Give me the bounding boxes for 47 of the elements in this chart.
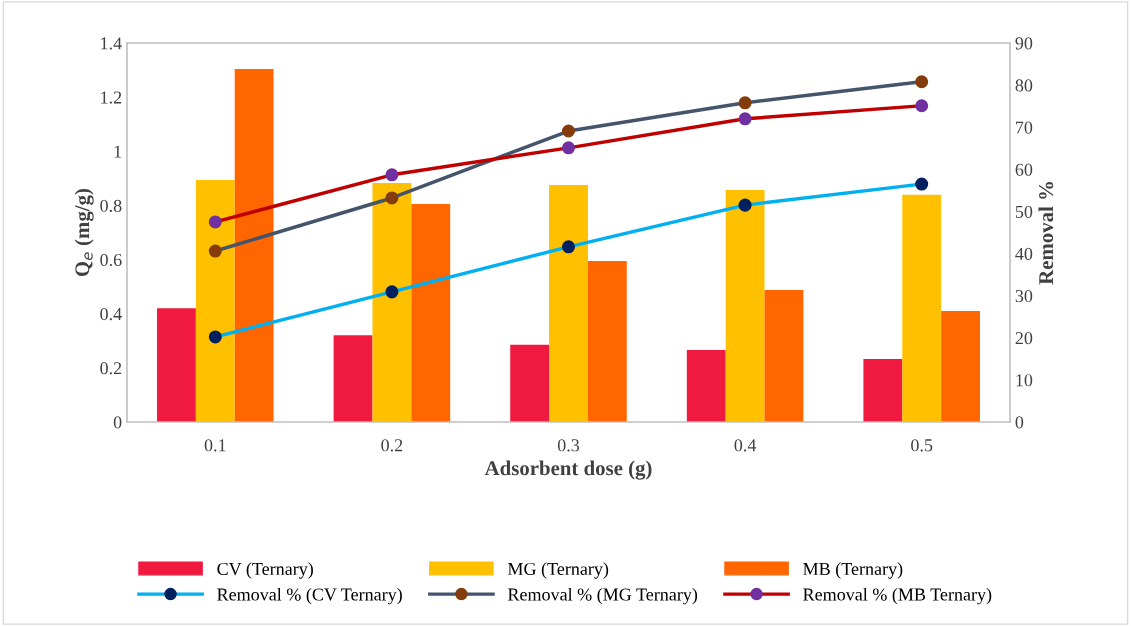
y2-tick-label: 50 [1015, 205, 1033, 218]
y-tick-label: 0.4 [100, 307, 122, 321]
legend-label: Removal % (MB Ternary) [803, 587, 992, 605]
y2-tick-label: 80 [1015, 79, 1033, 92]
bar [587, 260, 627, 422]
bar [333, 335, 373, 422]
bar [863, 358, 903, 422]
y2-tick-label: 20 [1015, 332, 1033, 345]
y-tick-label: 0 [113, 416, 122, 429]
y-axis-title: Q$_{e}$ (mg/g) [74, 188, 94, 277]
y-tick-label: 1 [114, 145, 122, 158]
x-tick-label: 0.1 [204, 439, 226, 452]
bar [941, 311, 980, 422]
legend-label: Removal % (MG Ternary) [507, 587, 698, 605]
bar [902, 194, 942, 422]
y-tick-label: 1.4 [101, 37, 122, 50]
legend-label: Removal % (CV Ternary) [217, 587, 402, 605]
x-tick-label: 0.2 [381, 439, 403, 452]
y-tick-label: 1.2 [101, 91, 122, 104]
x-tick-label: 0.5 [911, 439, 933, 452]
bar [510, 344, 550, 422]
y2-tick-label: 40 [1015, 247, 1033, 260]
y2-tick-label: 70 [1016, 121, 1033, 134]
bar [372, 182, 412, 422]
bar [686, 349, 726, 422]
y2-tick-label: 60 [1015, 163, 1033, 176]
x-tick-label: 0.3 [557, 439, 580, 452]
y-tick-label: 0.2 [100, 362, 122, 375]
legend-label: MB (Ternary) [803, 562, 903, 579]
x-tick-label: 0.4 [734, 439, 757, 452]
bar [411, 204, 451, 422]
bar [157, 308, 196, 422]
bar [764, 289, 804, 422]
y2-tick-label: 90 [1015, 37, 1033, 50]
bar [549, 185, 588, 422]
bar [195, 179, 235, 422]
x-axis-title: Adsorbent dose (g) [484, 460, 652, 480]
y-tick-label: 0.8 [100, 199, 122, 212]
y2-tick-label: 30 [1015, 289, 1033, 303]
bar [725, 190, 765, 422]
y2-tick-label: 10 [1016, 374, 1033, 387]
legend-label: MG (Ternary) [507, 562, 609, 579]
y2-axis-title: Removal % [1038, 182, 1054, 285]
bar [234, 68, 274, 422]
y2-tick-label: 0 [1015, 416, 1024, 429]
legend-label: CV (Ternary) [217, 562, 313, 579]
y-tick-label: 0.6 [100, 253, 122, 267]
